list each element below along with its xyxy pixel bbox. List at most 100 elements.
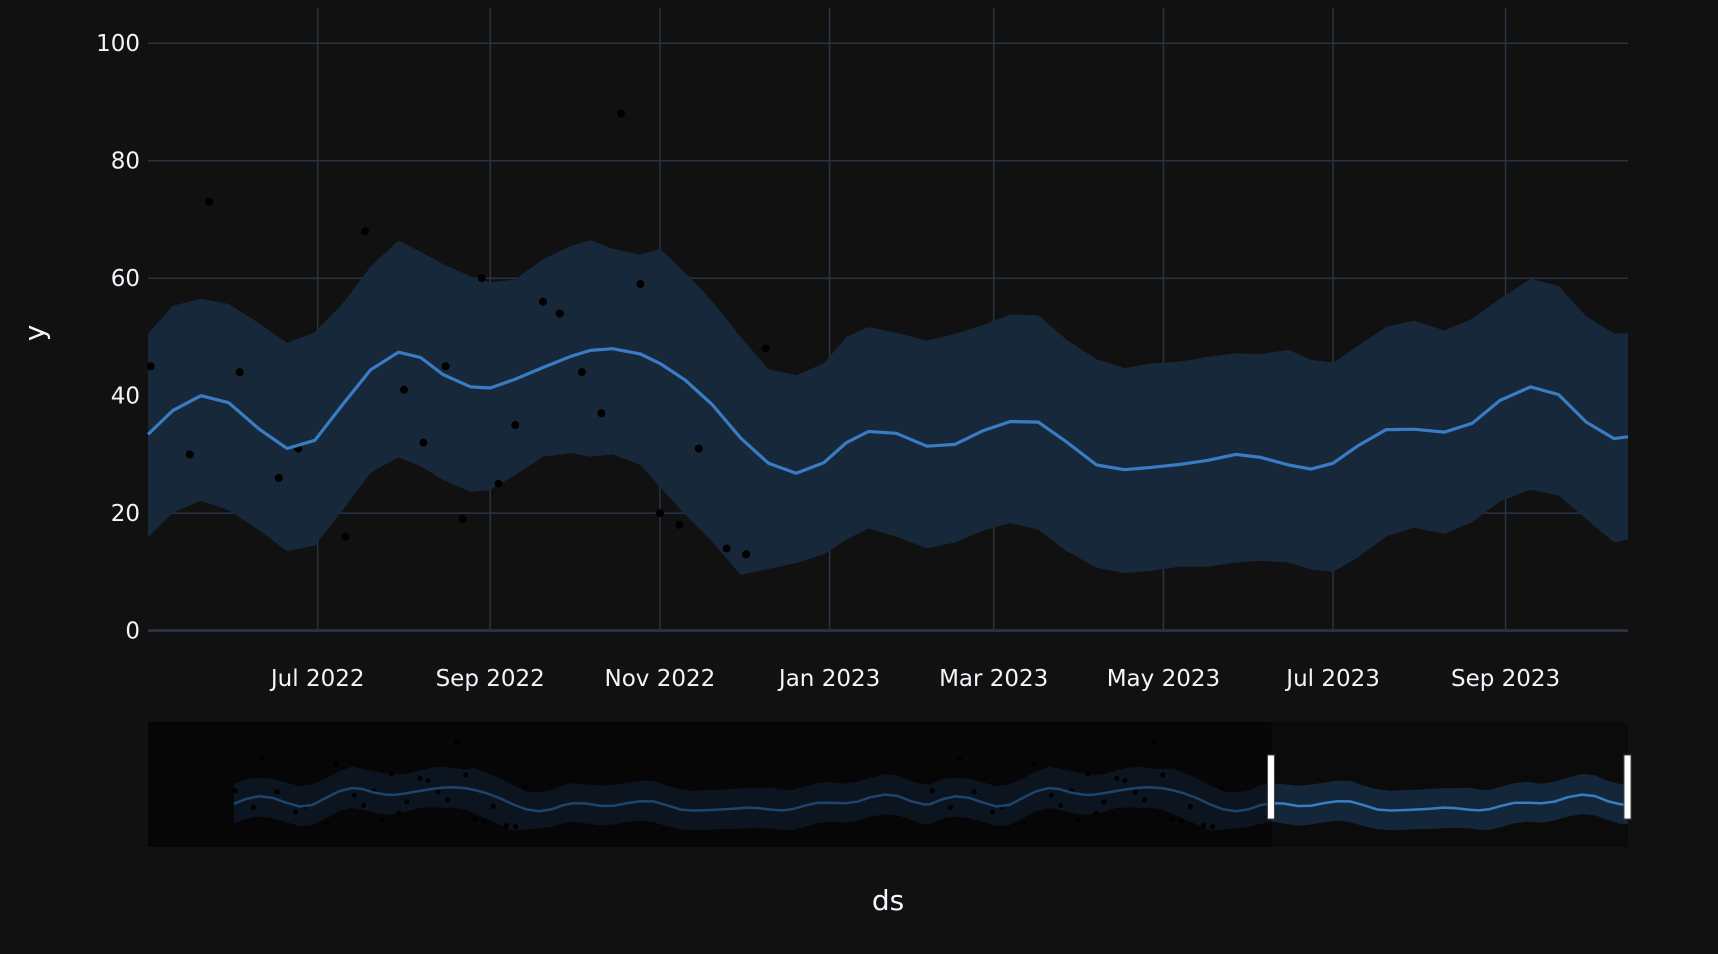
y-tick-label: 40 <box>111 384 140 410</box>
range-slider-point <box>1076 817 1082 823</box>
range-slider-point <box>1151 739 1157 745</box>
range-slider-point <box>251 805 257 811</box>
range-slider-point <box>1030 762 1036 768</box>
observed-point <box>655 509 664 518</box>
range-slider-point <box>425 778 431 784</box>
range-slider-point <box>1160 772 1166 778</box>
range-slider-point <box>404 799 410 805</box>
observed-point <box>185 450 194 459</box>
range-slider-band <box>233 766 1628 831</box>
range-slider-point <box>1101 799 1107 805</box>
range-slider-point <box>948 805 954 811</box>
range-slider-point <box>929 788 935 794</box>
observed-point <box>205 197 214 206</box>
observed-point <box>742 550 751 559</box>
range-slider-point <box>971 789 977 795</box>
observed-point <box>597 409 606 418</box>
range-slider-point <box>1210 824 1216 830</box>
range-slider-point <box>1169 816 1175 822</box>
range-slider-point <box>1219 784 1225 790</box>
range-slider-point <box>490 803 496 809</box>
y-tick-label: 100 <box>96 31 140 57</box>
range-slider-point <box>522 784 528 790</box>
x-tick-label: Jul 2022 <box>269 666 365 692</box>
observed-point <box>458 515 467 524</box>
range-slider-point <box>454 739 460 745</box>
range-slider-point <box>1114 775 1120 781</box>
range-slider-point <box>513 824 519 830</box>
range-slider-point <box>503 823 509 829</box>
range-slider-line <box>233 786 1629 813</box>
x-tick-label: Nov 2022 <box>605 666 716 692</box>
range-slider-point <box>333 762 339 768</box>
range-slider-point <box>351 792 357 798</box>
observed-point <box>235 368 244 377</box>
range-slider-point <box>417 775 423 781</box>
range-slider-point <box>1021 820 1027 826</box>
observed-point <box>494 479 503 488</box>
range-slider-point <box>1132 789 1138 795</box>
observed-point <box>577 368 586 377</box>
observed-point <box>419 438 428 447</box>
range-slider-point <box>274 789 280 795</box>
x-tick-label: Mar 2023 <box>939 666 1048 692</box>
x-tick-label: Jan 2023 <box>777 666 880 692</box>
range-slider-point <box>472 816 478 822</box>
y-tick-label: 80 <box>111 149 140 175</box>
range-slider-point <box>379 817 385 823</box>
observed-point <box>636 280 645 289</box>
range-slider-point <box>1187 803 1193 809</box>
y-tick-label: 60 <box>111 266 140 292</box>
range-slider-point <box>1093 810 1099 816</box>
range-slider-point <box>1058 802 1064 808</box>
range-slider-point <box>1122 778 1128 784</box>
observed-point <box>694 444 703 453</box>
range-slider-point <box>990 809 996 815</box>
y-axis-title: y <box>18 325 51 342</box>
observed-point <box>555 309 564 318</box>
observed-point <box>399 385 408 394</box>
y-tick-labels: 0 20 40 60 80 100 <box>96 31 140 644</box>
observed-point <box>441 362 450 371</box>
range-slider-points <box>232 739 1225 830</box>
range-slider-point <box>957 756 963 762</box>
range-slider-point <box>481 818 487 824</box>
observed-point <box>341 532 350 541</box>
x-tick-label: May 2023 <box>1107 666 1220 692</box>
x-tick-labels: Jul 2022 Sep 2022 Nov 2022 Jan 2023 Mar 2023… <box>269 666 1560 692</box>
range-slider-right-handle[interactable] <box>1623 754 1632 820</box>
range-slider-point <box>292 809 298 815</box>
range-slider-point <box>260 756 266 762</box>
range-slider-point <box>1178 818 1184 824</box>
range-slider-point <box>324 820 330 826</box>
y-tick-label: 20 <box>111 501 140 527</box>
uncertainty-band <box>148 240 1628 575</box>
observed-point <box>146 362 155 371</box>
observed-point <box>274 473 283 482</box>
range-slider[interactable] <box>148 722 1632 847</box>
forecast-line <box>146 347 1629 475</box>
range-slider-point <box>1085 771 1091 777</box>
observed-point <box>761 344 770 353</box>
observed-point <box>722 544 731 553</box>
range-slider-point <box>388 771 394 777</box>
range-slider-mask <box>148 722 1272 847</box>
x-tick-label: Jul 2023 <box>1284 666 1380 692</box>
observed-point <box>511 421 520 430</box>
x-tick-label: Sep 2022 <box>436 666 545 692</box>
x-tick-label: Sep 2023 <box>1451 666 1560 692</box>
observed-point <box>616 109 625 118</box>
observed-points <box>146 109 770 559</box>
observed-point <box>477 274 486 283</box>
range-slider-point <box>444 797 450 803</box>
range-slider-point <box>1142 797 1148 803</box>
x-axis-title: ds <box>872 884 904 917</box>
range-slider-point <box>396 810 402 816</box>
y-tick-label: 0 <box>125 619 140 645</box>
range-slider-left-handle[interactable] <box>1266 754 1275 820</box>
observed-point <box>539 297 548 306</box>
range-slider-point <box>435 789 441 795</box>
observed-point <box>360 227 369 236</box>
range-slider-point <box>232 788 238 794</box>
